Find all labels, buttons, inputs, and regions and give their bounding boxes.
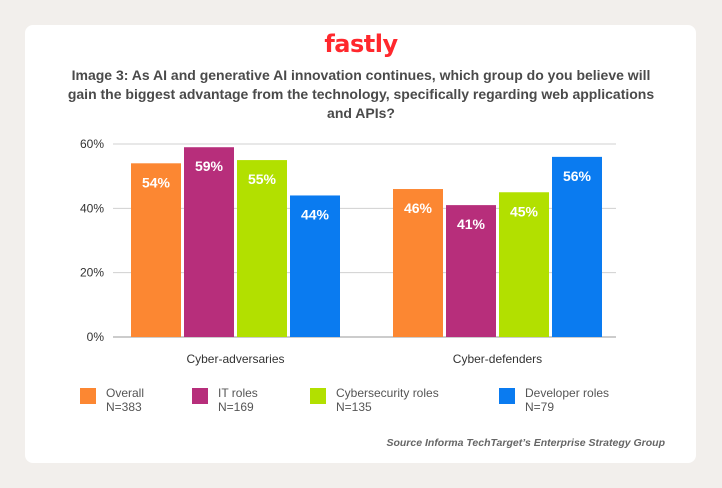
legend-n-overall: N=383 <box>106 400 142 414</box>
y-tick-label: 60% <box>80 137 104 151</box>
legend-swatch-overall <box>80 388 96 404</box>
bar-value-label: 44% <box>301 206 330 222</box>
legend-item-overall: Overall N=383 <box>80 386 144 414</box>
legend-item-it-roles: IT roles N=169 <box>192 386 258 414</box>
y-tick-label: 40% <box>80 201 104 215</box>
chart-title: Image 3: As AI and generative AI innovat… <box>67 67 655 121</box>
bar <box>290 195 340 337</box>
legend-swatch-developer-roles <box>499 388 515 404</box>
legend-swatch-it-roles <box>192 388 208 404</box>
legend-item-developer-roles: Developer roles N=79 <box>499 386 609 414</box>
legend-item-cybersecurity-roles: Cybersecurity roles N=135 <box>310 386 439 414</box>
legend-label-it-roles: IT roles <box>218 386 258 400</box>
y-tick-label: 0% <box>87 330 105 344</box>
bar <box>237 160 287 337</box>
bar-value-label: 45% <box>510 203 539 219</box>
y-tick-label: 20% <box>80 266 104 280</box>
bar <box>184 147 234 337</box>
bar-value-label: 55% <box>248 171 277 187</box>
legend-label-developer-roles: Developer roles <box>525 386 610 400</box>
bar <box>552 156 602 337</box>
bar-value-label: 59% <box>195 158 224 174</box>
legend-n-it-roles: N=169 <box>218 400 254 414</box>
legend-label-cybersecurity-roles: Cybersecurity roles <box>336 386 439 400</box>
bar <box>499 192 549 337</box>
legend-n-developer-roles: N=79 <box>525 400 555 414</box>
category-label: Cyber-defenders <box>453 352 542 366</box>
legend-n-cybersecurity-roles: N=135 <box>336 400 372 414</box>
legend-label-overall: Overall <box>106 386 145 400</box>
category-label: Cyber-adversaries <box>186 352 284 366</box>
bar-value-label: 41% <box>457 216 486 232</box>
bar <box>131 163 181 337</box>
bar-value-label: 54% <box>142 174 171 190</box>
bar <box>446 205 496 337</box>
source-note: Source Informa TechTarget’s Enterprise S… <box>386 437 665 449</box>
bar-value-label: 46% <box>404 200 433 216</box>
bar <box>393 189 443 337</box>
bar-value-label: 56% <box>563 168 592 184</box>
legend-swatch-cybersecurity-roles <box>310 388 326 404</box>
fastly-logo: fastly <box>324 30 398 58</box>
